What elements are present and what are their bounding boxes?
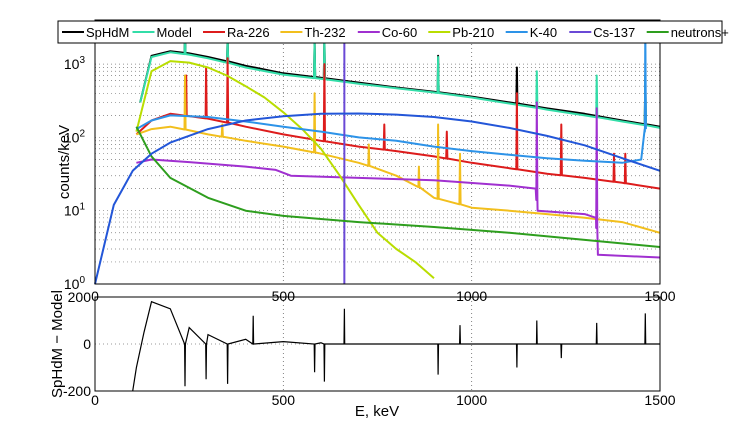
bottom-x-tick-label-0: 0 — [91, 392, 99, 408]
legend-label-7: Cs-137 — [593, 25, 635, 40]
series-line-4 — [136, 101, 661, 259]
top-y-tick-base-2: 10 — [64, 129, 80, 145]
legend-label-0: SpHdM — [86, 25, 129, 40]
bottom-plot-frame — [94, 296, 661, 392]
legend-label-5: Pb-210 — [452, 25, 494, 40]
bottom-y-tick-label-2: 200 — [68, 289, 92, 305]
top-y-tick-label-2: 102 — [64, 128, 86, 145]
series-line-6 — [135, 26, 647, 164]
series-line-1 — [139, 35, 661, 129]
bottom-x-tick-label-2: 1000 — [456, 392, 487, 408]
bottom-y-axis-label: SpHdM − Model — [49, 290, 66, 398]
residual-line-0 — [132, 300, 660, 392]
series-line-5 — [135, 60, 435, 279]
top-x-tick-label-2: 1000 — [456, 288, 487, 304]
top-y-tick-label-1: 101 — [64, 202, 86, 219]
legend-box — [57, 20, 723, 44]
legend-label-2: Ra-226 — [227, 25, 270, 40]
series-line-3 — [136, 74, 661, 234]
series-line-2 — [135, 57, 661, 190]
top-y-tick-base-0: 10 — [64, 276, 80, 292]
top-y-tick-exp-2: 2 — [79, 128, 85, 139]
top-y-tick-base-1: 10 — [64, 203, 80, 219]
top-plot-frame — [94, 19, 661, 285]
top-y-tick-label-0: 100 — [64, 275, 86, 292]
top-x-tick-label-0: 0 — [91, 288, 99, 304]
top-y-axis-label: counts/keV — [56, 125, 73, 199]
top-x-tick-label-1: 500 — [272, 288, 296, 304]
top-y-tick-exp-1: 1 — [79, 202, 85, 213]
top-y-tick-exp-3: 3 — [79, 55, 85, 66]
series-line-8 — [135, 126, 661, 248]
top-y-tick-label-3: 103 — [64, 55, 86, 72]
legend-label-4: Co-60 — [382, 25, 417, 40]
legend: SpHdM Model Ra-226 Th-232 Co-60 Pb-210 K-40 Cs-… — [57, 20, 729, 44]
legend-label-6: K-40 — [530, 25, 557, 40]
top-grid — [95, 20, 660, 284]
top-y-tick-base-3: 10 — [64, 56, 80, 72]
bottom-y-tick-label-0: -200 — [63, 383, 91, 399]
legend-label-1: Model — [157, 25, 193, 40]
legend-label-8: neutrons+μ — [671, 25, 729, 40]
bottom-x-axis-label: E, keV — [355, 403, 399, 420]
bottom-x-tick-label-1: 500 — [272, 392, 296, 408]
series-line-0 — [139, 34, 661, 128]
bottom-x-tick-label-3: 1500 — [644, 392, 675, 408]
bottom-series-group — [132, 300, 660, 392]
series-line-9 — [94, 112, 661, 285]
legend-label-3: Th-232 — [304, 25, 345, 40]
bottom-y-tick-label-1: 0 — [83, 336, 91, 352]
top-series-group — [94, 20, 661, 285]
top-y-tick-exp-0: 0 — [79, 275, 85, 286]
top-x-tick-label-3: 1500 — [644, 288, 675, 304]
